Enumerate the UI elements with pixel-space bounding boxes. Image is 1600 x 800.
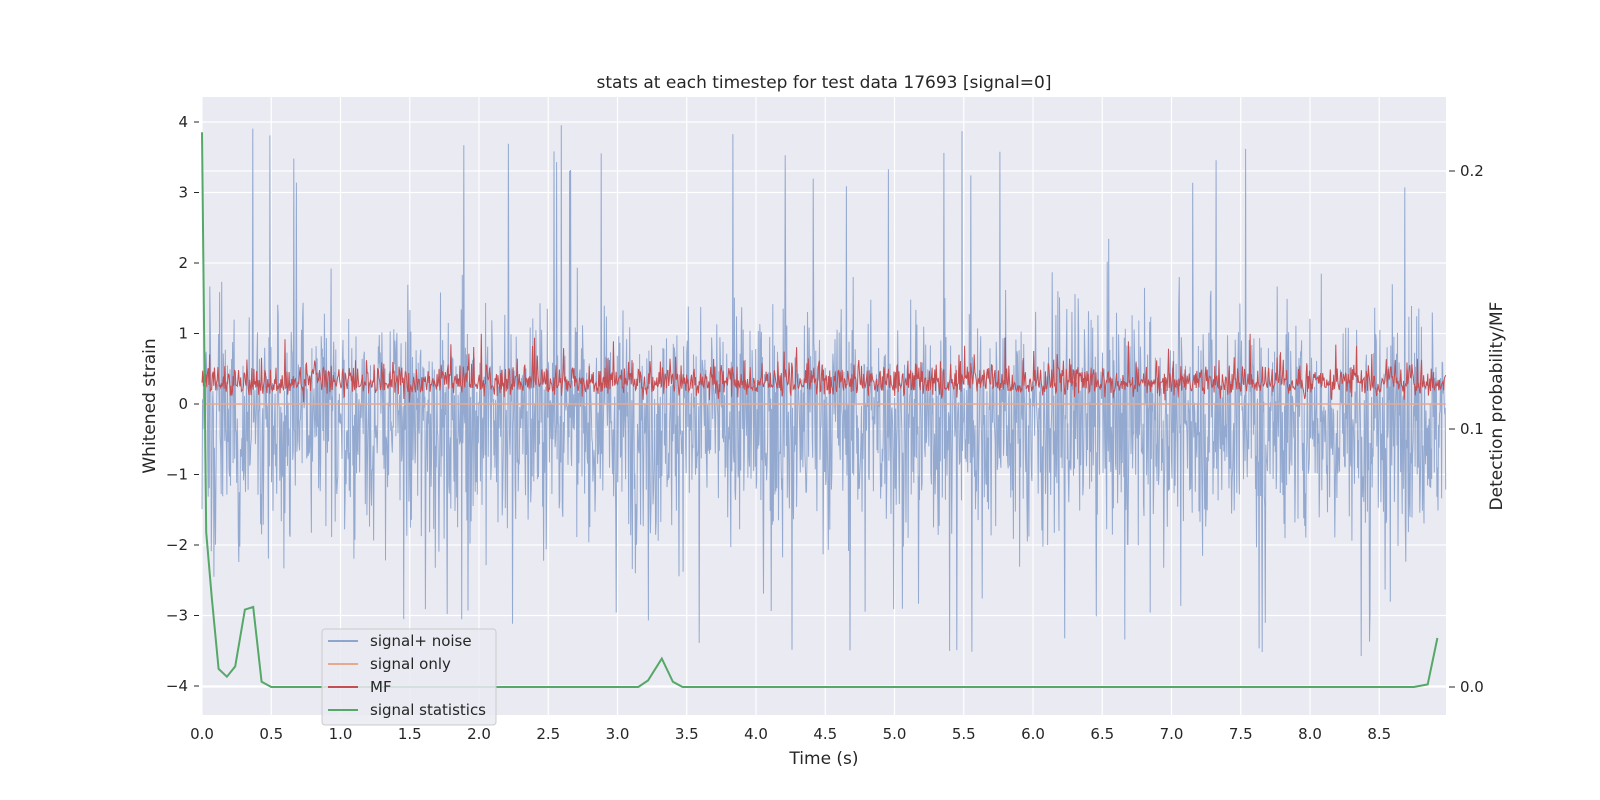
legend: signal+ noise signal only MF signal stat… <box>321 628 497 726</box>
legend-label-signal-only: signal only <box>370 655 451 673</box>
x-tick-label: 6.0 <box>1021 725 1045 743</box>
x-axis-ticks: 0.0 0.5 1.0 1.5 2.0 2.5 3.0 3.5 4.0 4.5 5.0 5.5 6.0 6… <box>190 725 1391 743</box>
x-tick-label: 6.5 <box>1090 725 1114 743</box>
x-tick-label: 1.0 <box>329 725 353 743</box>
x-tick-label: 5.5 <box>952 725 976 743</box>
y-axis-ticks: 4 3 2 1 0 −1 −2 −3 −4 <box>166 113 199 695</box>
y2-tick-label: 0.1 <box>1460 420 1484 438</box>
signal-statistics-line <box>201 132 1439 688</box>
x-tick-label: 7.5 <box>1229 725 1253 743</box>
legend-label-mf: MF <box>370 678 392 696</box>
series-mf <box>201 333 1447 403</box>
series-signal-noise <box>201 125 1447 657</box>
x-tick-label: 1.5 <box>398 725 422 743</box>
y-tick-label: −4 <box>166 677 188 695</box>
y-tick-label: −2 <box>166 536 188 554</box>
x-tick-label: 4.0 <box>744 725 768 743</box>
y2-axis-label: Detection probability/MF <box>1487 302 1507 511</box>
legend-label-signal-statistics: signal statistics <box>370 701 486 719</box>
signal-noise-line <box>201 125 1447 657</box>
x-tick-label: 4.5 <box>813 725 837 743</box>
legend-label-signal-noise: signal+ noise <box>370 632 472 650</box>
y2-tick-label: 0.0 <box>1460 678 1484 696</box>
y-tick-label: 0 <box>178 395 188 413</box>
mf-line <box>201 333 1447 403</box>
x-tick-label: 3.5 <box>675 725 699 743</box>
x-tick-label: 7.0 <box>1160 725 1184 743</box>
y-tick-label: 2 <box>178 254 188 272</box>
series-signal-statistics <box>201 132 1439 688</box>
chart-title: stats at each timestep for test data 176… <box>597 73 1052 93</box>
x-tick-label: 2.0 <box>467 725 491 743</box>
y-tick-label: −3 <box>166 607 188 625</box>
x-tick-label: 0.0 <box>190 725 214 743</box>
y-axis-label: Whitened strain <box>140 338 160 473</box>
y2-axis-ticks: 0.2 0.1 0.0 <box>1449 162 1484 696</box>
x-tick-label: 0.5 <box>259 725 283 743</box>
x-axis-label: Time (s) <box>788 749 858 769</box>
x-tick-label: 2.5 <box>536 725 560 743</box>
plot-series <box>201 125 1447 688</box>
x-tick-label: 3.0 <box>606 725 630 743</box>
x-tick-label: 5.0 <box>883 725 907 743</box>
y-tick-label: 1 <box>178 325 188 343</box>
y-tick-label: 3 <box>178 184 188 202</box>
y2-tick-label: 0.2 <box>1460 162 1484 180</box>
x-tick-label: 8.0 <box>1298 725 1322 743</box>
y-tick-label: −1 <box>166 466 188 484</box>
y-tick-label: 4 <box>178 113 188 131</box>
legend-box <box>321 628 497 726</box>
x-tick-label: 8.5 <box>1367 725 1391 743</box>
